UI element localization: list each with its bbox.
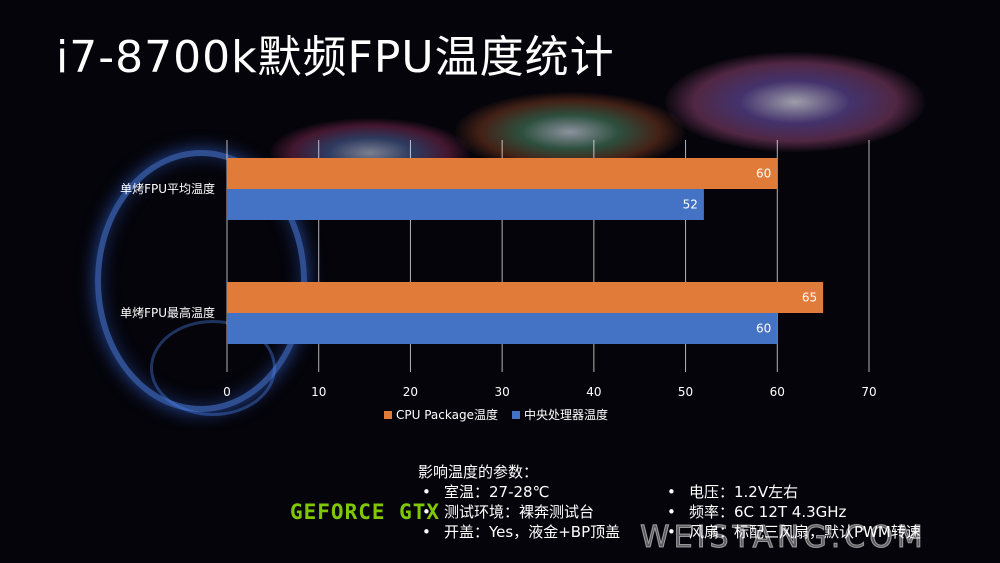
data-label: 60 [756,322,771,336]
slide-title: i7-8700k默频FPU温度统计 [56,32,615,83]
bar [227,189,704,220]
note-item: 测试环境：裸奔测试台 [418,502,663,522]
legend-item-cpu-core: 中央处理器温度 [511,406,608,423]
note-item: 室温：27-28℃ [418,482,663,502]
data-label: 60 [756,167,771,181]
x-tick-label: 40 [586,385,601,399]
note-item: 电压：1.2V左右 [663,482,943,502]
category-label: 单烤FPU最高温度 [120,305,215,320]
bar [227,158,778,189]
notes-list: 室温：27-28℃ 电压：1.2V左右 测试环境：裸奔测试台 频率：6C 12T… [418,482,943,542]
x-tick-label: 50 [678,385,693,399]
x-tick-label: 70 [861,385,876,399]
x-tick-label: 0 [223,385,231,399]
bar [227,313,778,344]
legend-swatch-orange [384,410,392,419]
test-parameters: 影响温度的参数： 室温：27-28℃ 电压：1.2V左右 测试环境：裸奔测试台 … [418,462,943,542]
notes-heading: 影响温度的参数： [418,463,539,481]
category-label: 单烤FPU平均温度 [120,181,215,196]
note-item: 风扇：标配三风扇，默认PWM转速 [663,522,943,542]
geforce-gtx-logo: GEFORCE GTX [290,500,441,524]
bar [227,282,824,313]
data-label: 52 [683,198,698,212]
note-item: 开盖：Yes，液金+BP顶盖 [418,522,663,542]
legend-label: 中央处理器温度 [523,408,608,422]
data-label: 65 [802,291,817,305]
x-tick-label: 30 [495,385,510,399]
note-item: 频率：6C 12T 4.3GHz [663,502,943,522]
site-watermark: WEISTANG.COM [640,520,927,556]
legend-label: CPU Package温度 [396,408,498,422]
x-tick-label: 60 [770,385,785,399]
legend-item-cpu-package: CPU Package温度 [384,406,498,423]
blue-fan-ring [150,320,276,416]
rgb-fan-glow [665,52,925,152]
chart-legend: CPU Package温度 中央处理器温度 [384,406,608,423]
legend-swatch-blue [511,410,520,419]
x-tick-label: 10 [311,385,326,399]
x-tick-label: 20 [403,385,418,399]
